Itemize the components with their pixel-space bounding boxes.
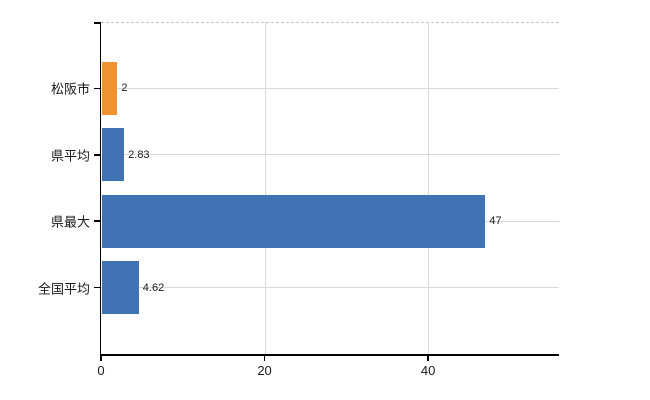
category-tick (94, 220, 101, 222)
category-tick (94, 87, 101, 90)
y-axis-top-tick (94, 22, 101, 24)
x-tick-label: 0 (97, 363, 105, 378)
category-tick (94, 286, 101, 289)
vertical-gridline (428, 22, 430, 354)
bar-value-label: 47 (489, 215, 502, 228)
x-axis-tick (100, 355, 102, 361)
category-label: 松阪市 (50, 81, 90, 97)
chart-bar (102, 261, 139, 315)
x-axis-tick (263, 355, 266, 361)
category-label: 県最大 (50, 214, 90, 230)
x-axis-line (99, 354, 559, 356)
horizontal-gridline (101, 154, 559, 156)
chart-bar (102, 194, 486, 248)
x-tick-label: 40 (420, 363, 436, 378)
category-label: 全国平均 (37, 281, 90, 297)
horizontal-gridline (101, 287, 559, 289)
bar-value-label: 4.62 (142, 281, 165, 294)
bar-value-label: 2 (121, 82, 128, 95)
chart-bar (102, 61, 118, 115)
horizontal-gridline (101, 87, 559, 89)
category-label: 県平均 (50, 148, 90, 164)
vertical-gridline (264, 22, 266, 354)
category-tick (94, 154, 101, 156)
y-axis-line (99, 22, 101, 356)
plot-top-border (101, 22, 559, 23)
x-axis-tick (427, 355, 429, 361)
chart-bar (102, 128, 125, 182)
bar-value-label: 2.83 (128, 148, 150, 161)
x-tick-label: 20 (257, 363, 272, 378)
